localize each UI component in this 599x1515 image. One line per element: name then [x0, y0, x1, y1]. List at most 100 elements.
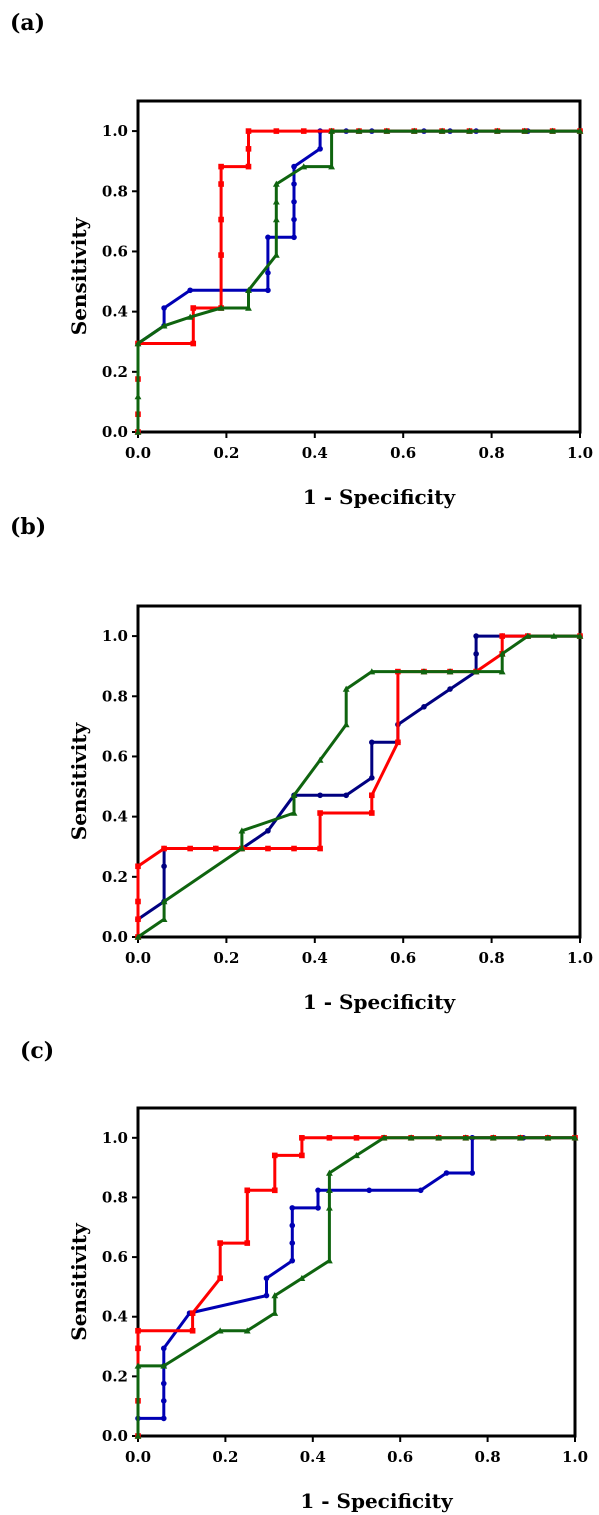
plot-frame: [136, 99, 582, 434]
data-point: [265, 287, 271, 294]
data-point: [326, 1186, 333, 1194]
data-point: [493, 127, 501, 134]
data-point: [447, 686, 453, 692]
data-point: [326, 1257, 333, 1264]
data-point: [263, 1292, 270, 1299]
data-point: [549, 127, 556, 134]
data-point: [218, 252, 224, 258]
data-point: [134, 428, 142, 435]
data-point: [217, 304, 225, 311]
x-tick-label: 0.4: [300, 1448, 326, 1466]
data-point: [366, 1187, 372, 1194]
data-point: [135, 863, 141, 870]
y-tick-label: 0.2: [102, 1367, 128, 1385]
x-tick-label: 0.2: [212, 1448, 238, 1466]
data-point: [212, 845, 219, 852]
data-point: [271, 1152, 278, 1159]
data-point: [380, 1134, 388, 1141]
data-point: [498, 650, 506, 657]
data-point: [343, 792, 349, 799]
data-point: [272, 180, 280, 187]
y-tick-label: 0.0: [102, 928, 128, 946]
x-tick-label: 0.6: [390, 444, 416, 462]
data-point: [299, 1152, 305, 1159]
data-point: [317, 792, 323, 799]
data-point: [290, 809, 298, 816]
data-point: [218, 181, 224, 187]
data-point: [289, 1205, 296, 1211]
data-point: [326, 1135, 333, 1141]
data-point: [289, 1222, 296, 1229]
data-point: [271, 1187, 278, 1194]
x-tick-label: 1.0: [562, 1448, 588, 1466]
data-point: [315, 1205, 321, 1211]
data-point: [291, 181, 297, 187]
data-point: [291, 234, 297, 241]
data-point: [369, 775, 375, 781]
data-point: [160, 915, 168, 922]
data-point: [161, 305, 167, 311]
data-point: [544, 1134, 552, 1141]
data-point: [187, 845, 193, 852]
data-point: [317, 845, 323, 852]
series-triangle-2: [134, 1134, 579, 1439]
data-point: [342, 685, 350, 692]
data-point: [135, 1327, 141, 1334]
y-tick-label: 0.2: [102, 868, 128, 886]
data-point: [160, 322, 168, 329]
x-tick-label: 0.0: [125, 949, 151, 967]
data-point: [290, 791, 298, 798]
y-tick-label: 0.8: [102, 687, 128, 705]
data-point: [299, 1135, 305, 1141]
data-point: [161, 845, 167, 852]
data-point: [218, 163, 224, 170]
data-point: [342, 721, 350, 728]
data-point: [353, 1135, 360, 1141]
data-point: [576, 127, 584, 134]
data-point: [134, 1432, 142, 1439]
x-tick-label: 0.4: [302, 444, 328, 462]
data-point: [218, 216, 224, 223]
data-point: [289, 1257, 296, 1264]
data-point: [291, 216, 297, 223]
data-point: [291, 199, 297, 205]
series-circle-0: [135, 633, 583, 923]
x-tick-label: 0.0: [125, 444, 151, 462]
data-point: [265, 827, 271, 834]
data-point: [576, 632, 584, 639]
data-point: [446, 668, 454, 675]
x-tick-label: 0.0: [125, 1448, 151, 1466]
y-tick-label: 0.0: [102, 423, 128, 441]
data-point: [265, 234, 271, 241]
data-point: [134, 340, 142, 347]
data-point: [395, 739, 401, 746]
data-point: [273, 128, 280, 134]
data-point: [243, 1327, 251, 1334]
y-axis-title: Sensitivity: [67, 721, 91, 840]
data-point: [328, 127, 335, 134]
data-point: [217, 1240, 223, 1246]
data-point: [571, 1134, 579, 1141]
data-point: [472, 668, 480, 675]
data-point: [521, 127, 529, 134]
series-square-1: [135, 1135, 578, 1439]
data-point: [244, 1187, 251, 1194]
y-tick-label: 0.4: [102, 303, 128, 321]
data-point: [499, 633, 506, 639]
panel-label: (c): [20, 1038, 54, 1064]
series-line: [138, 1136, 575, 1420]
y-tick-label: 1.0: [102, 1129, 128, 1147]
data-point: [369, 810, 375, 816]
data-point: [420, 668, 428, 675]
data-point: [473, 633, 479, 639]
data-point: [187, 287, 193, 294]
data-point: [189, 1310, 196, 1316]
x-axis-title: 1 - Specificity: [303, 485, 457, 509]
series-triangle-2: [134, 127, 584, 435]
y-tick-label: 0.6: [102, 242, 128, 260]
y-tick-label: 0.4: [102, 808, 128, 826]
x-tick-label: 0.2: [213, 949, 239, 967]
chart-panel-a: (a) 0.0 0.2 0.4 0.6 0.8 1.0 0.0 0.2 0.4 0.6 0.8 1.0 1…: [10, 10, 593, 509]
series-line: [136, 1136, 575, 1436]
